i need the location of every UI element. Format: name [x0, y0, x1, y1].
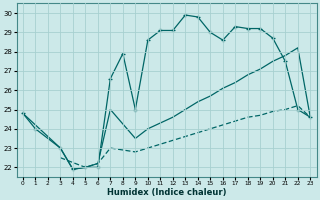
X-axis label: Humidex (Indice chaleur): Humidex (Indice chaleur): [107, 188, 226, 197]
